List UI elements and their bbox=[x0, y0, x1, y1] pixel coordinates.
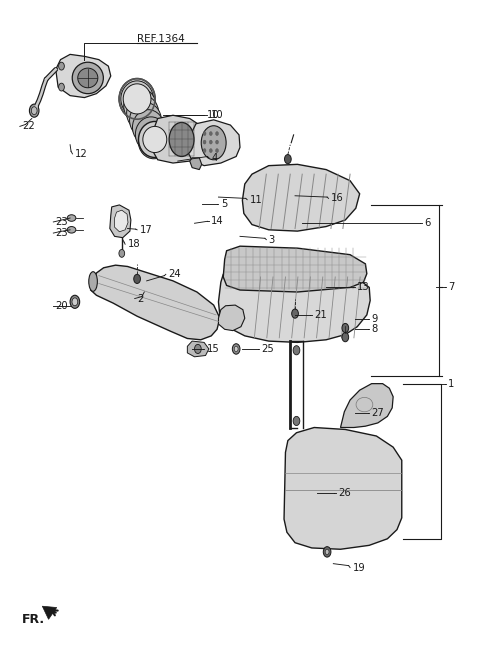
Ellipse shape bbox=[78, 68, 98, 88]
Text: FR.: FR. bbox=[22, 613, 45, 626]
Ellipse shape bbox=[89, 272, 97, 291]
Text: REF.1364: REF.1364 bbox=[137, 33, 185, 44]
Circle shape bbox=[292, 309, 299, 318]
Text: 3: 3 bbox=[269, 235, 275, 245]
Circle shape bbox=[232, 344, 240, 354]
Circle shape bbox=[285, 155, 291, 164]
Ellipse shape bbox=[119, 79, 155, 119]
Circle shape bbox=[59, 83, 64, 91]
Text: 16: 16 bbox=[331, 194, 344, 203]
Polygon shape bbox=[56, 54, 111, 98]
Circle shape bbox=[70, 295, 80, 308]
Ellipse shape bbox=[124, 88, 156, 124]
Polygon shape bbox=[187, 341, 209, 357]
Circle shape bbox=[209, 140, 212, 144]
Ellipse shape bbox=[132, 110, 164, 145]
Text: 27: 27 bbox=[372, 408, 384, 418]
Circle shape bbox=[203, 149, 206, 153]
Circle shape bbox=[234, 346, 238, 352]
Polygon shape bbox=[340, 384, 393, 428]
Circle shape bbox=[293, 346, 300, 355]
Ellipse shape bbox=[127, 95, 159, 131]
Text: 24: 24 bbox=[168, 270, 181, 279]
Polygon shape bbox=[110, 205, 131, 237]
Text: 25: 25 bbox=[262, 344, 274, 354]
Text: 17: 17 bbox=[140, 225, 152, 235]
Circle shape bbox=[325, 549, 329, 554]
Circle shape bbox=[31, 107, 37, 115]
Polygon shape bbox=[223, 246, 367, 292]
Text: 18: 18 bbox=[128, 239, 140, 249]
Text: 7: 7 bbox=[448, 283, 455, 293]
Ellipse shape bbox=[121, 81, 154, 117]
Polygon shape bbox=[153, 115, 209, 163]
Text: 26: 26 bbox=[338, 488, 351, 498]
Polygon shape bbox=[190, 158, 202, 170]
Circle shape bbox=[203, 132, 206, 136]
Text: 5: 5 bbox=[221, 199, 227, 209]
Text: 10: 10 bbox=[211, 110, 224, 119]
Ellipse shape bbox=[169, 123, 194, 157]
Ellipse shape bbox=[143, 127, 167, 153]
Circle shape bbox=[134, 274, 141, 283]
Polygon shape bbox=[115, 210, 128, 232]
Circle shape bbox=[293, 417, 300, 426]
Text: 4: 4 bbox=[211, 153, 217, 163]
Circle shape bbox=[323, 546, 331, 557]
Circle shape bbox=[216, 132, 218, 136]
Polygon shape bbox=[218, 305, 245, 331]
Circle shape bbox=[342, 323, 348, 333]
Ellipse shape bbox=[135, 117, 167, 152]
Text: 21: 21 bbox=[314, 310, 327, 320]
Circle shape bbox=[72, 298, 78, 306]
Ellipse shape bbox=[130, 102, 161, 138]
Polygon shape bbox=[284, 428, 402, 549]
Text: 15: 15 bbox=[206, 344, 219, 354]
Circle shape bbox=[29, 104, 39, 117]
Circle shape bbox=[209, 149, 212, 153]
Circle shape bbox=[342, 333, 348, 342]
Polygon shape bbox=[91, 265, 220, 340]
Circle shape bbox=[194, 344, 201, 354]
Text: 20: 20 bbox=[56, 300, 68, 311]
Ellipse shape bbox=[67, 226, 76, 233]
Ellipse shape bbox=[138, 124, 169, 159]
Polygon shape bbox=[242, 165, 360, 231]
Text: 19: 19 bbox=[352, 563, 365, 573]
Polygon shape bbox=[42, 606, 57, 619]
Circle shape bbox=[203, 140, 206, 144]
Text: 9: 9 bbox=[372, 314, 378, 325]
Circle shape bbox=[119, 249, 125, 257]
Circle shape bbox=[216, 149, 218, 153]
Text: 23: 23 bbox=[56, 228, 68, 238]
Text: 1: 1 bbox=[448, 379, 455, 388]
Circle shape bbox=[59, 62, 64, 70]
Text: 23: 23 bbox=[56, 217, 68, 227]
Text: 13: 13 bbox=[357, 283, 370, 293]
Text: 6: 6 bbox=[424, 218, 431, 228]
Polygon shape bbox=[218, 268, 370, 342]
Ellipse shape bbox=[139, 121, 171, 157]
Circle shape bbox=[216, 140, 218, 144]
Polygon shape bbox=[187, 120, 240, 166]
Ellipse shape bbox=[201, 126, 226, 160]
Text: 11: 11 bbox=[250, 195, 263, 205]
Text: 8: 8 bbox=[372, 324, 378, 335]
Text: 22: 22 bbox=[22, 121, 35, 131]
Ellipse shape bbox=[72, 62, 103, 94]
Ellipse shape bbox=[123, 84, 151, 114]
Text: 12: 12 bbox=[75, 149, 88, 159]
Circle shape bbox=[209, 132, 212, 136]
Ellipse shape bbox=[67, 215, 76, 221]
Text: 10: 10 bbox=[206, 110, 219, 119]
Text: 2: 2 bbox=[137, 293, 144, 304]
Text: 14: 14 bbox=[211, 216, 224, 226]
